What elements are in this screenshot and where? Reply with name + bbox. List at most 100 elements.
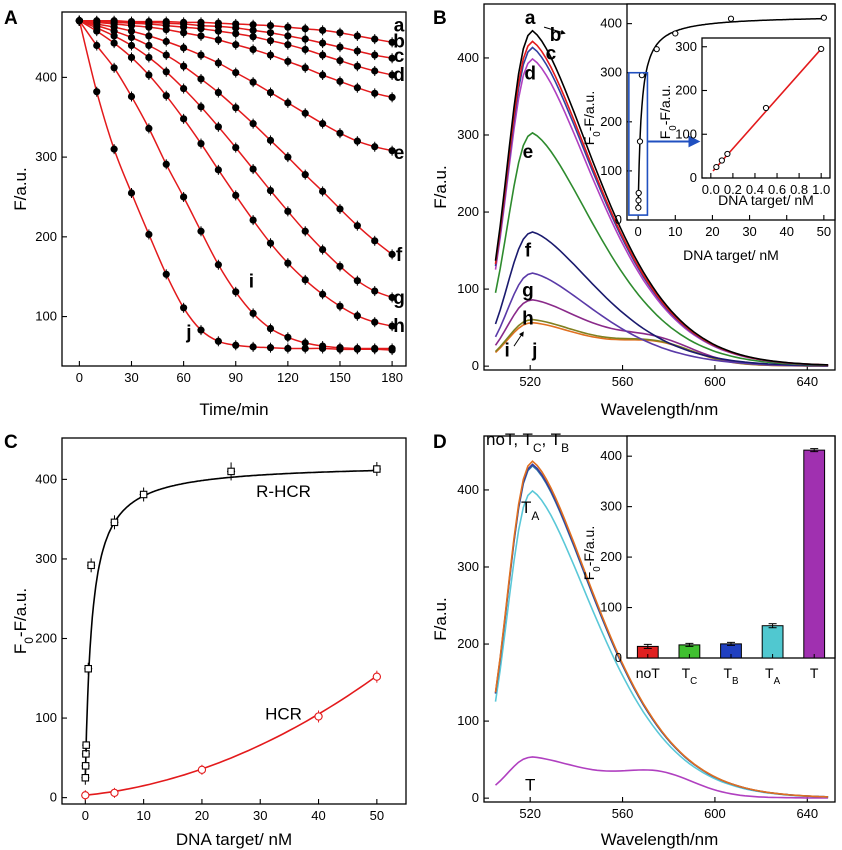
panel-c-point-r-hcr	[227, 467, 235, 476]
panel-a-point-g	[319, 245, 327, 254]
panel-a-point-d	[319, 71, 327, 79]
panel-letter-d: D	[433, 432, 447, 453]
panel-a-point-g	[110, 32, 118, 40]
panel-c-y-tick-label: 400	[35, 471, 57, 486]
panel-d-y-tick-label: 0	[472, 790, 479, 805]
panel-b-arrow-i	[513, 331, 524, 347]
panel-a-y-tick-label: 200	[35, 229, 57, 244]
panel-a-point-j	[232, 341, 240, 349]
panel-b-inset-point	[635, 189, 642, 197]
panel-a-point-g	[214, 123, 222, 131]
panel-a-point-c	[371, 67, 379, 75]
panel-a-curve-label-j: j	[185, 323, 191, 344]
panel-a-point-d	[145, 23, 153, 31]
panel-a-point-c	[266, 37, 275, 45]
panel-a-curve-label-f: f	[396, 245, 403, 266]
panel-a-point-e	[371, 143, 379, 151]
panel-a-point-b	[301, 35, 309, 43]
panel-a-point-f	[266, 136, 275, 144]
panel-a-point-e	[127, 27, 136, 35]
panel-a-point-f	[249, 120, 257, 128]
panel-a-point-a	[336, 29, 344, 37]
panel-d-inset-y-tick-label: 200	[600, 549, 622, 564]
panel-a-point-b	[336, 43, 344, 51]
panel-b-curve-label-a: a	[525, 8, 536, 29]
panel-a-point-i	[266, 324, 275, 333]
panel-a-point-g	[284, 207, 292, 215]
panel-a-point-g	[301, 227, 309, 235]
panel-a-point-f	[127, 33, 136, 42]
panel-d-chart: 520 560 600 640 0 100 200 300 400 Wavelength/nm F/…	[431, 430, 836, 849]
panel-c-point-hcr	[81, 791, 90, 800]
panel-b-y-tick-label: 400	[457, 50, 479, 65]
panel-a-y-tick-label: 100	[35, 309, 57, 324]
panel-b-spectrum-h	[494, 298, 829, 367]
panel-a-y-tick-label: 400	[35, 69, 57, 84]
panel-a-point-h	[127, 53, 136, 62]
panel-a-point-g	[388, 293, 396, 302]
panel-a-point-h	[284, 259, 292, 267]
panel-d-y-tick-label: 200	[457, 636, 479, 651]
panel-a-point-g	[180, 84, 188, 93]
panel-a-curve-label-h: h	[393, 316, 405, 337]
panel-a-point-j	[353, 345, 361, 353]
panel-a-point-j	[249, 343, 257, 351]
panel-b-inset-point	[636, 138, 644, 145]
panel-a-point-f	[371, 237, 379, 245]
panel-b-inset-x-axis-label: DNA target/ nM	[683, 247, 779, 263]
panel-d-inset-y-tick-label: 100	[600, 600, 622, 615]
panel-d-inset-y-tick-label: 0	[615, 650, 622, 665]
panel-d-spectrum-not	[494, 460, 829, 798]
panel-b-spectrum-j	[494, 321, 829, 367]
panel-a-point-i	[93, 41, 101, 50]
panel-d-x-tick-label: 600	[704, 806, 726, 821]
panel-a-point-g	[266, 186, 275, 195]
panel-a-point-h	[110, 39, 118, 47]
panel-a-point-i	[232, 288, 240, 296]
panel-b-inner-x-tick-label: 1.0	[812, 182, 830, 197]
panel-b-inner-y-tick-label: 100	[675, 126, 697, 141]
panel-a-point-f	[353, 222, 361, 230]
panel-c-x-tick-label: 50	[370, 808, 384, 823]
panel-c-point-hcr	[372, 672, 381, 681]
panel-a-point-c	[232, 29, 240, 38]
panel-a-point-i	[284, 333, 292, 341]
panel-b-inner-point	[762, 104, 770, 112]
panel-a-point-c	[319, 51, 327, 59]
panel-a-point-h	[371, 318, 379, 326]
panel-c-y-axis-label: F0-F/a.u.	[11, 588, 36, 654]
panel-b-inset-point	[727, 15, 735, 22]
panel-a-point-i	[249, 309, 257, 317]
panel-a-curve-label-i: i	[249, 271, 254, 292]
panel-a-y-tick-label: 300	[35, 149, 57, 164]
panel-a-point-g	[162, 68, 170, 76]
panel-a-point-b	[284, 32, 292, 40]
panel-a-point-h	[319, 290, 327, 298]
panel-a-point-j	[180, 304, 188, 312]
panel-b-inner-x-tick-label: 0.2	[724, 182, 742, 197]
panel-a-point-f	[232, 104, 240, 112]
panel-d-y-axis-label: F/a.u.	[431, 597, 450, 640]
panel-a-curve-label-d: d	[393, 65, 405, 86]
panel-a-point-b	[232, 24, 240, 32]
panel-a-point-h	[162, 92, 170, 100]
panel-a-point-d	[162, 25, 170, 34]
panel-a-curve-label-g: g	[393, 288, 405, 309]
panel-d-inset-category-label: noT	[636, 665, 661, 681]
panel-a-point-g	[127, 41, 136, 50]
panel-c-x-tick-label: 10	[136, 808, 150, 823]
panel-d-inset-category-label: TC	[682, 665, 698, 687]
panel-a-point-j	[284, 344, 292, 353]
panel-b-x-tick-label: 560	[612, 374, 634, 389]
panel-a-point-h	[145, 71, 153, 79]
panel-a-point-h	[93, 27, 101, 35]
panel-c-point-hcr	[110, 788, 119, 798]
panel-a-point-f	[301, 171, 309, 179]
panel-b-zoom-box	[628, 71, 649, 216]
panel-a-point-e	[388, 147, 396, 155]
panel-a-point-d	[266, 51, 275, 59]
panel-a-point-g	[145, 53, 153, 62]
panel-a-point-b	[371, 51, 379, 59]
panel-c-point-r-hcr	[84, 664, 92, 673]
panel-a-point-j	[197, 326, 205, 334]
